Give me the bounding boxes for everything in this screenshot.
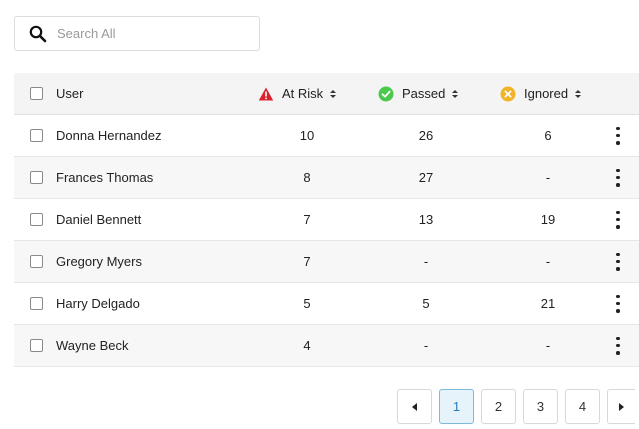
ignored-count: 21 [540,296,556,311]
header-ignored[interactable]: Ignored [500,86,582,102]
user-name: Wayne Beck [56,338,129,353]
header-user[interactable]: User [56,86,84,101]
table-row[interactable]: Harry Delgado 5 5 21 [14,283,639,325]
more-options-icon[interactable] [614,168,622,187]
more-options-icon[interactable] [614,336,622,355]
row-checkbox[interactable] [30,339,43,352]
header-at-risk-label: At Risk [282,86,324,101]
ignored-count: 6 [544,128,552,143]
ignored-count: - [545,338,551,353]
row-checkbox[interactable] [30,129,43,142]
search-input[interactable] [57,26,237,41]
at-risk-count: 5 [303,296,311,311]
header-passed[interactable]: Passed [378,86,459,102]
at-risk-count: 7 [303,212,311,227]
more-options-icon[interactable] [614,210,622,229]
pagination: 1 2 3 4 [397,389,635,424]
passed-count: 27 [418,170,434,185]
user-name: Daniel Bennett [56,212,142,227]
table-row[interactable]: Donna Hernandez 10 26 6 [14,115,639,157]
select-all-checkbox[interactable] [30,87,43,100]
chevron-left-icon [412,402,417,411]
header-passed-label: Passed [402,86,446,101]
table-row[interactable]: Gregory Myers 7 - - [14,241,639,283]
warning-triangle-icon [258,87,274,100]
check-circle-icon [378,86,394,101]
at-risk-count: 10 [299,128,315,143]
sort-icon[interactable] [452,89,459,98]
users-table: User At Risk Passed Ignored [14,73,639,367]
user-name: Donna Hernandez [56,128,162,143]
table-row[interactable]: Frances Thomas 8 27 - [14,157,639,199]
more-options-icon[interactable] [614,294,622,313]
row-checkbox[interactable] [30,171,43,184]
user-name: Frances Thomas [56,170,154,185]
table-row[interactable]: Daniel Bennett 7 13 19 [14,199,639,241]
row-checkbox[interactable] [30,255,43,268]
at-risk-count: 4 [303,338,311,353]
x-circle-icon [500,86,516,101]
ignored-count: 19 [540,212,556,227]
passed-count: - [423,254,429,269]
passed-count: 26 [418,128,434,143]
passed-count: 13 [418,212,434,227]
chevron-right-icon [619,402,624,411]
header-at-risk[interactable]: At Risk [258,86,337,102]
ignored-count: - [545,170,551,185]
sort-icon[interactable] [575,89,582,98]
passed-count: - [423,338,429,353]
page-button-2[interactable]: 2 [481,389,516,424]
passed-count: 5 [422,296,430,311]
at-risk-count: 8 [303,170,311,185]
page-button-4[interactable]: 4 [565,389,600,424]
user-name: Gregory Myers [56,254,142,269]
table-header: User At Risk Passed Ignored [14,73,639,115]
next-page-button[interactable] [607,389,635,424]
page-button-1[interactable]: 1 [439,389,474,424]
prev-page-button[interactable] [397,389,432,424]
table-row[interactable]: Wayne Beck 4 - - [14,325,639,367]
search-box[interactable] [14,16,260,51]
row-checkbox[interactable] [30,297,43,310]
search-icon [29,25,47,42]
user-name: Harry Delgado [56,296,140,311]
more-options-icon[interactable] [614,252,622,271]
at-risk-count: 7 [303,254,311,269]
page-button-3[interactable]: 3 [523,389,558,424]
ignored-count: - [545,254,551,269]
header-ignored-label: Ignored [524,86,569,101]
sort-icon[interactable] [330,89,337,98]
row-checkbox[interactable] [30,213,43,226]
more-options-icon[interactable] [614,126,622,145]
